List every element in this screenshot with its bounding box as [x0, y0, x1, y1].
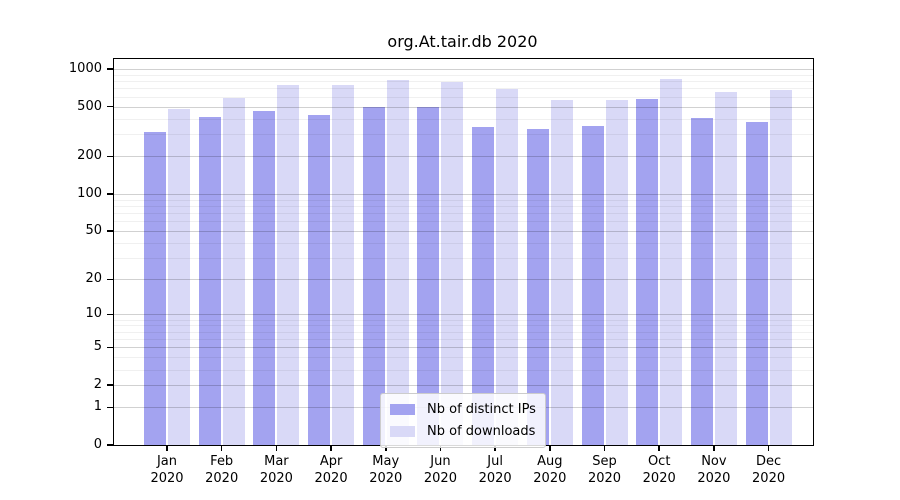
- y-tick-mark: [107, 68, 114, 70]
- y-tick-mark: [107, 193, 114, 195]
- y-tick-mark: [107, 105, 114, 108]
- y-tick-label: 20: [85, 271, 102, 287]
- y-tick-label: 1000: [68, 60, 102, 76]
- x-category-label: Aug 2020: [533, 454, 567, 486]
- bar-distinct-ips-may: [362, 107, 385, 445]
- bar-downloads-aug: [550, 100, 573, 445]
- bar-distinct-ips-jun: [417, 106, 440, 445]
- y-tick-label: 500: [77, 98, 102, 114]
- bar-downloads-nov: [714, 91, 737, 445]
- x-category-label: Jun 2020: [423, 454, 457, 486]
- y-tick-mark: [107, 444, 114, 446]
- x-category-label: Oct 2020: [642, 454, 676, 486]
- bars-layer: [114, 59, 813, 445]
- x-tick-mark: [713, 446, 715, 451]
- x-category-label: Jul 2020: [478, 454, 512, 486]
- legend-label: Nb of downloads: [427, 423, 536, 439]
- y-tick-label: 100: [77, 185, 102, 201]
- bar-distinct-ips-feb: [198, 117, 221, 445]
- bar-downloads-dec: [769, 90, 792, 445]
- x-tick-mark: [439, 446, 442, 451]
- legend-swatch-downloads-icon: [390, 425, 415, 437]
- y-tick-label: 50: [85, 223, 102, 238]
- y-tick-mark: [107, 313, 114, 316]
- x-tick-mark: [275, 446, 278, 451]
- x-tick-mark: [658, 446, 660, 451]
- x-tick-mark: [330, 446, 332, 451]
- bar-downloads-jun: [441, 82, 464, 445]
- x-tick-mark: [385, 446, 387, 451]
- bar-downloads-mar: [277, 85, 300, 445]
- x-category-label: Mar 2020: [259, 454, 293, 486]
- bar-downloads-jan: [168, 109, 190, 445]
- bar-downloads-sep: [605, 99, 628, 445]
- bar-distinct-ips-oct: [636, 98, 659, 445]
- x-category-label: Nov 2020: [697, 454, 731, 486]
- bar-distinct-ips-nov: [690, 118, 713, 445]
- x-category-label: Dec 2020: [752, 454, 786, 486]
- bar-distinct-ips-jan: [144, 131, 166, 445]
- bar-distinct-ips-apr: [308, 114, 331, 445]
- x-tick-mark: [220, 446, 223, 451]
- x-category-label: Feb 2020: [205, 454, 239, 486]
- x-tick-mark: [767, 446, 770, 451]
- y-tick-label: 5: [93, 339, 102, 355]
- x-tick-mark: [494, 446, 496, 451]
- bar-distinct-ips-aug: [526, 129, 549, 445]
- y-tick-mark: [107, 155, 114, 158]
- x-category-label: Apr 2020: [314, 454, 348, 486]
- y-tick-label: 10: [85, 306, 102, 322]
- x-tick-mark: [549, 446, 551, 451]
- bar-distinct-ips-mar: [253, 110, 276, 445]
- y-tick-mark: [107, 406, 114, 409]
- axes-layer: 1000 500 200 100 50 20 10 5 2 1 0 Jan 2020 Feb 2020 M…: [69, 59, 813, 486]
- bar-distinct-ips-sep: [581, 126, 604, 445]
- legend: Nb of distinct IPs Nb of downloads: [380, 393, 546, 448]
- bar-downloads-oct: [660, 78, 683, 445]
- bar-distinct-ips-dec: [745, 122, 768, 445]
- x-tick-mark: [166, 446, 168, 451]
- bar-distinct-ips-jul: [472, 126, 495, 445]
- bar-downloads-may: [386, 79, 409, 445]
- y-tick-mark: [107, 230, 114, 232]
- legend-swatch-distinct-ips-icon: [390, 403, 415, 415]
- legend-label: Nb of distinct IPs: [427, 401, 536, 417]
- x-category-label: Jan 2020: [150, 454, 184, 486]
- y-tick-mark: [107, 278, 114, 281]
- legend-row: Nb of downloads: [390, 421, 536, 441]
- bar-downloads-feb: [222, 97, 245, 445]
- plot-area: 1000 500 200 100 50 20 10 5 2 1 0 Jan 2020 Feb 2020 M…: [69, 58, 814, 486]
- y-tick-mark: [107, 346, 114, 349]
- y-tick-label: 0: [93, 437, 102, 452]
- x-category-label: Sep 2020: [587, 454, 622, 486]
- legend-row: Nb of distinct IPs: [390, 399, 536, 419]
- chart-title: org.At.tair.db 2020: [387, 32, 538, 51]
- y-tick-label: 1: [93, 399, 102, 415]
- y-tick-label: 2: [93, 377, 102, 393]
- x-category-label: May 2020: [369, 454, 403, 486]
- y-tick-mark: [107, 384, 114, 386]
- x-tick-mark: [603, 446, 606, 451]
- y-tick-label: 200: [77, 148, 102, 164]
- bar-downloads-jul: [496, 89, 519, 445]
- bar-downloads-apr: [332, 85, 355, 445]
